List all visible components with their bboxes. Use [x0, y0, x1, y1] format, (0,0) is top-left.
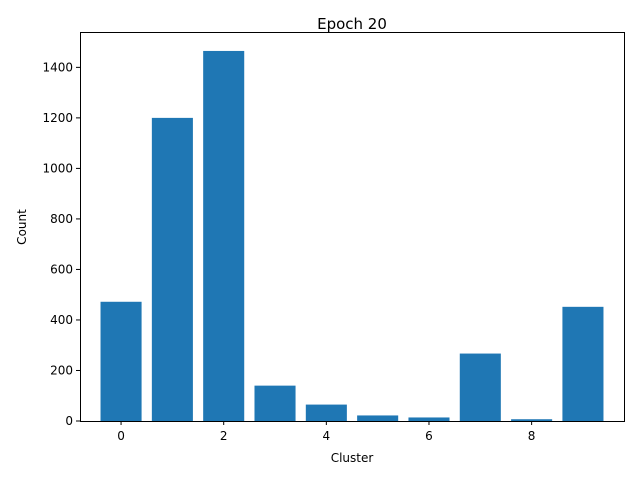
y-axis-ticks: 0 200 400 600 800 1000 1200 1400 — [42, 60, 80, 428]
x-tick-label: 8 — [528, 429, 536, 443]
bar-cluster-2 — [203, 50, 245, 422]
bar-cluster-3 — [254, 385, 296, 421]
bar-cluster-7 — [459, 353, 501, 421]
bar-cluster-0 — [100, 301, 142, 421]
bars-group — [100, 50, 604, 422]
x-tick-label: 2 — [220, 429, 228, 443]
bar-cluster-9 — [562, 306, 604, 421]
y-tick-label: 1400 — [42, 60, 73, 74]
bar-cluster-8 — [511, 419, 553, 421]
x-axis-label: Cluster — [331, 451, 374, 465]
y-tick-label: 0 — [65, 414, 73, 428]
y-axis-label: Count — [15, 209, 29, 245]
bar-cluster-4 — [305, 404, 347, 421]
x-tick-label: 4 — [323, 429, 331, 443]
bar-cluster-6 — [408, 417, 450, 421]
y-tick-label: 1000 — [42, 161, 73, 175]
y-tick-label: 200 — [50, 363, 73, 377]
bar-cluster-5 — [357, 415, 399, 421]
y-tick-label: 800 — [50, 212, 73, 226]
y-tick-label: 600 — [50, 262, 73, 276]
x-tick-label: 6 — [425, 429, 433, 443]
y-tick-label: 1200 — [42, 111, 73, 125]
chart-title: Epoch 20 — [317, 15, 387, 33]
bar-cluster-1 — [151, 117, 193, 421]
plot-frame — [80, 32, 625, 422]
x-tick-label: 0 — [117, 429, 125, 443]
y-tick-label: 400 — [50, 313, 73, 327]
x-axis-ticks: 0 2 4 6 8 — [117, 421, 535, 443]
